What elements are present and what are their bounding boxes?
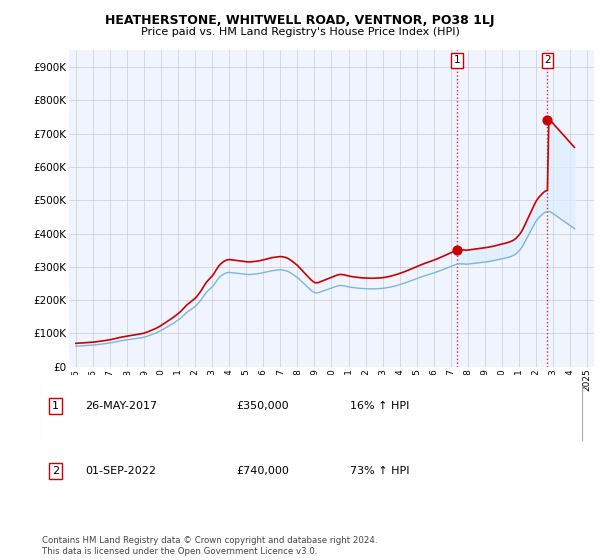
Text: 1: 1	[52, 401, 59, 411]
Text: 01-SEP-2022: 01-SEP-2022	[85, 466, 156, 476]
Text: 2: 2	[52, 466, 59, 476]
Text: £350,000: £350,000	[236, 401, 289, 411]
Text: HEATHERSTONE, WHITWELL ROAD, VENTNOR, PO38 1LJ: HEATHERSTONE, WHITWELL ROAD, VENTNOR, PO…	[105, 14, 495, 27]
Text: 1: 1	[454, 55, 461, 66]
Text: £740,000: £740,000	[236, 466, 289, 476]
Text: Contains HM Land Registry data © Crown copyright and database right 2024.
This d: Contains HM Land Registry data © Crown c…	[42, 536, 377, 556]
Text: 16% ↑ HPI: 16% ↑ HPI	[350, 401, 409, 411]
Text: 73% ↑ HPI: 73% ↑ HPI	[350, 466, 409, 476]
Text: HPI: Average price, detached house, Isle of Wight: HPI: Average price, detached house, Isle…	[98, 423, 356, 433]
Text: Price paid vs. HM Land Registry's House Price Index (HPI): Price paid vs. HM Land Registry's House …	[140, 27, 460, 37]
Text: 2: 2	[544, 55, 551, 66]
Text: 26-MAY-2017: 26-MAY-2017	[85, 401, 157, 411]
Text: HEATHERSTONE, WHITWELL ROAD, VENTNOR, PO38 1LJ (detached house): HEATHERSTONE, WHITWELL ROAD, VENTNOR, PO…	[98, 396, 484, 407]
Point	[542, 116, 552, 125]
Point	[452, 246, 462, 255]
